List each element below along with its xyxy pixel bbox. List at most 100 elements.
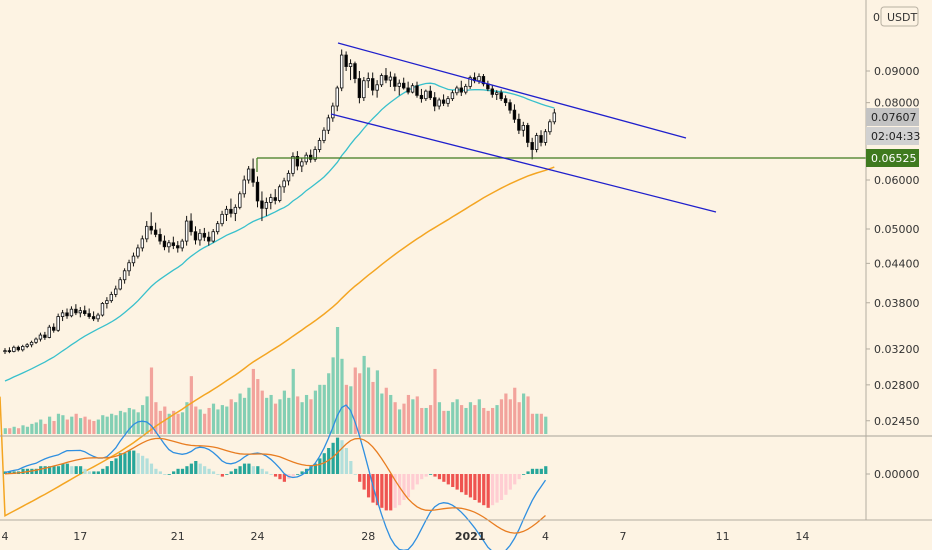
volume-bar	[384, 387, 388, 434]
macd-histogram-bar	[194, 461, 198, 474]
candle-body	[388, 76, 393, 81]
volume-bar	[92, 420, 96, 434]
macd-histogram-bar	[375, 474, 380, 506]
time-axis[interactable]: 4 17 21 24 28 2021 4 7 11 14	[2, 530, 810, 543]
volume-bar	[318, 384, 322, 434]
volume-bar	[397, 409, 402, 434]
price-axis[interactable]: 0.09000 0.08000 0.06000 0.05000 0.04400 0.038…	[866, 65, 920, 428]
volume-bar	[61, 415, 65, 434]
volume-bar	[256, 379, 260, 434]
volume-bar	[265, 397, 269, 434]
candle-body	[47, 326, 51, 338]
volume-bar	[189, 376, 193, 434]
volume-bar	[517, 402, 521, 434]
channel-lower-line[interactable]	[330, 113, 717, 213]
volume-bar	[282, 390, 286, 434]
candle-body	[459, 87, 463, 93]
volume-bar	[366, 367, 371, 434]
volume-bar	[70, 416, 74, 434]
macd-histogram-bar	[118, 453, 123, 474]
volume-bar	[522, 393, 526, 434]
volume-bar	[242, 397, 247, 434]
macd-histogram-bar	[327, 448, 331, 474]
macd-histogram-bar	[56, 466, 61, 474]
last-price-value: 0.07607	[871, 111, 917, 124]
macd-histogram-bar	[437, 474, 442, 480]
candle-body	[410, 85, 415, 93]
macd-histogram-bar	[491, 474, 495, 506]
currency-label[interactable]: USDT	[887, 11, 918, 24]
time-tick-label: 21	[171, 530, 185, 543]
macd-histogram-bar	[154, 468, 158, 474]
macd-histogram-bar	[522, 474, 526, 475]
macd-histogram-bar	[163, 474, 167, 475]
candle-body	[433, 97, 437, 107]
volume-bar	[127, 407, 131, 434]
candle-body	[362, 80, 366, 99]
macd-histogram-bar	[517, 474, 521, 480]
candle-body	[12, 346, 16, 352]
candle-body	[286, 172, 291, 182]
macd-histogram-bar	[411, 474, 415, 490]
time-tick-label: 28	[361, 530, 375, 543]
macd-histogram-bar	[366, 474, 371, 498]
volume-bar	[437, 402, 442, 434]
candle-body	[242, 179, 246, 195]
candle-body	[348, 63, 353, 67]
macd-signal-line	[4, 437, 546, 534]
macd-histogram-bar	[446, 474, 450, 485]
volume-bar	[420, 407, 424, 434]
candle-body	[100, 303, 105, 316]
volume-bars	[3, 327, 548, 434]
macd-histogram-bar	[43, 466, 47, 474]
candle-body	[162, 240, 167, 248]
candle-body	[131, 255, 136, 264]
macd-histogram-bar	[406, 474, 411, 498]
candle-body	[464, 85, 468, 93]
macd-histogram-bar	[189, 463, 193, 474]
macd-histogram-bar	[499, 474, 504, 500]
volume-bar	[309, 399, 313, 434]
volume-bar	[504, 393, 508, 434]
macd-histogram-bar	[167, 474, 171, 475]
volume-bar	[87, 419, 92, 434]
macd-histogram-bar	[48, 466, 52, 474]
volume-bar	[176, 413, 180, 434]
candle-body	[393, 76, 397, 87]
volume-bar	[544, 416, 548, 434]
candle-body	[539, 135, 543, 143]
volume-bar	[251, 368, 255, 434]
candle-body	[114, 288, 118, 295]
macd-histogram-bar	[136, 453, 140, 474]
macd-histogram-bar	[278, 474, 282, 480]
volume-bar	[220, 405, 224, 434]
candle-body	[91, 316, 96, 320]
macd-tick-label: 0.00000	[874, 468, 920, 481]
macd-axis[interactable]: 0.00000	[866, 468, 920, 481]
candle-body	[122, 270, 127, 281]
candle-body	[353, 63, 357, 79]
volume-bar	[12, 426, 16, 434]
candle-body	[517, 118, 521, 131]
time-tick-label: 7	[619, 530, 626, 543]
volume-bar	[238, 393, 242, 434]
volume-bar	[539, 413, 543, 434]
volume-bar	[508, 399, 512, 434]
macd-histogram-bar	[309, 466, 313, 474]
channel-upper-line[interactable]	[337, 42, 687, 139]
currency-selector[interactable]	[880, 6, 919, 27]
volume-bar	[207, 407, 211, 434]
time-tick-label: 14	[795, 530, 809, 543]
candle-body	[450, 92, 455, 100]
countdown-tag	[866, 127, 919, 145]
volume-bar	[149, 367, 154, 434]
price-tick-label: 0.09000	[874, 65, 920, 78]
macd-histogram-bar	[535, 468, 539, 474]
currency-selector-value[interactable]: 0	[873, 11, 880, 24]
candle-body	[317, 140, 322, 150]
volume-bar	[482, 407, 486, 434]
support-price-value: 0.06525	[871, 152, 917, 165]
price-tick-label: 0.02450	[874, 415, 920, 428]
sma-200-line	[0, 166, 555, 518]
